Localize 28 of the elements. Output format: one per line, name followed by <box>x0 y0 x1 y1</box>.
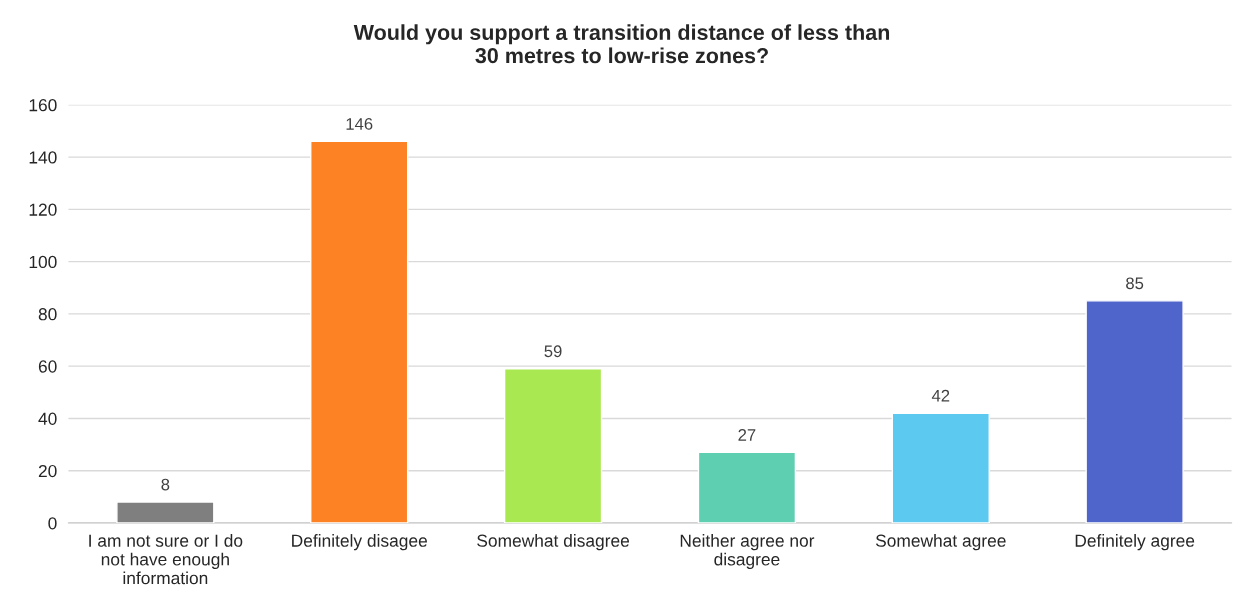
data-label: 27 <box>738 428 756 441</box>
x-tick-label: Somewhat disagree <box>477 534 630 551</box>
y-tick-label: 60 <box>38 360 57 373</box>
bar <box>1085 300 1184 523</box>
x-tick-label: Somewhat agree <box>875 534 1006 551</box>
y-tick-label: 120 <box>29 203 57 216</box>
y-tick-label: 80 <box>38 308 57 321</box>
y-tick-label: 0 <box>48 517 57 530</box>
x-tick-label: Definitely disagee <box>292 534 427 551</box>
data-label: 59 <box>544 345 562 358</box>
y-tick-label: 20 <box>38 464 57 478</box>
bar <box>503 368 603 523</box>
chart-title: Would you support a transition distance of less than 30 metres to low-rise zones? <box>353 24 890 64</box>
y-tick-label: 160 <box>29 99 57 112</box>
bar <box>891 412 990 523</box>
bar <box>697 451 797 523</box>
y-tick-label: 100 <box>29 255 57 269</box>
x-tick-label: Definitely agree <box>1075 534 1195 551</box>
data-label: 85 <box>1126 277 1144 290</box>
data-label: 146 <box>346 118 373 130</box>
y-tick-label: 40 <box>38 412 57 425</box>
data-label: 8 <box>161 478 170 491</box>
data-label: 42 <box>931 389 950 402</box>
x-tick-label: I am not sure or I do not have enough information <box>89 534 243 585</box>
y-tick-label: 140 <box>29 151 57 164</box>
bar <box>310 140 409 523</box>
bar <box>116 501 215 523</box>
x-tick-label: Neither agree nor disagree <box>680 534 815 569</box>
